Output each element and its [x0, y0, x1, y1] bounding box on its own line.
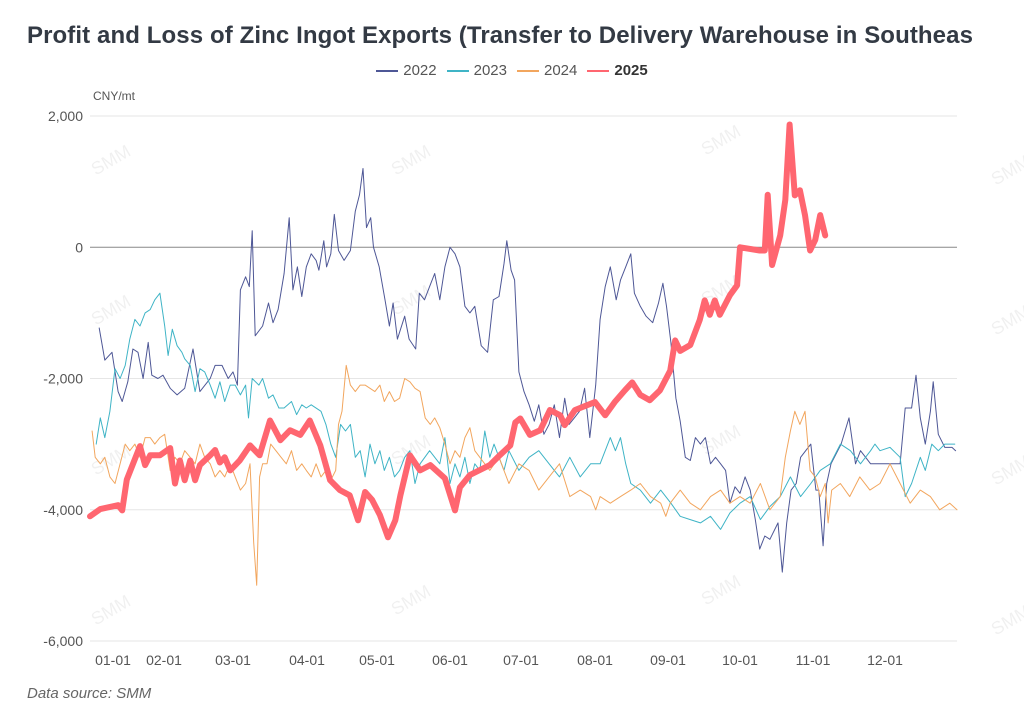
- legend-item-2025[interactable]: 2025: [587, 62, 648, 79]
- series-line-2022: [98, 168, 957, 573]
- x-tick-label: 11-01: [796, 652, 831, 668]
- legend-item-2022[interactable]: 2022: [376, 62, 437, 79]
- x-tick-label: 06-01: [432, 652, 468, 668]
- legend-swatch: [587, 69, 610, 72]
- x-tick-label: 02-01: [146, 652, 182, 668]
- x-tick-label: 09-01: [650, 652, 686, 668]
- x-tick-label: 04-01: [289, 652, 325, 668]
- legend-item-2023[interactable]: 2023: [446, 62, 507, 79]
- x-tick-label: 03-01: [215, 652, 251, 668]
- chart-title: Profit and Loss of Zinc Ingot Exports (T…: [27, 22, 974, 49]
- x-tick-label: 12-01: [867, 652, 903, 668]
- data-source: Data source: SMM: [27, 685, 152, 702]
- x-tick-label: 01-01: [95, 652, 131, 668]
- x-tick-label: 08-01: [577, 652, 613, 668]
- legend-item-2024[interactable]: 2024: [517, 62, 577, 79]
- legend: 2022 2023 2024 2025: [0, 62, 1024, 79]
- x-tick-label: 10-01: [722, 652, 758, 668]
- legend-swatch: [446, 69, 469, 72]
- legend-swatch: [376, 69, 399, 72]
- legend-label: 2023: [473, 62, 507, 79]
- legend-label: 2022: [403, 62, 437, 79]
- series-line-2023: [95, 292, 956, 530]
- y-tick-label: -4,000: [43, 502, 83, 518]
- y-axis-unit: CNY/mt: [93, 89, 135, 103]
- series-line-2024: [91, 364, 958, 586]
- legend-label: 2024: [544, 62, 578, 79]
- y-tick-label: 0: [75, 239, 83, 255]
- x-tick-label: 07-01: [503, 652, 539, 668]
- legend-swatch: [517, 69, 539, 72]
- y-tick-label: 2,000: [48, 108, 83, 124]
- x-tick-label: 05-01: [359, 652, 395, 668]
- series-line-2025: [87, 121, 829, 541]
- legend-label: 2025: [614, 62, 648, 79]
- y-tick-label: -6,000: [43, 633, 83, 649]
- y-tick-label: -2,000: [43, 371, 83, 387]
